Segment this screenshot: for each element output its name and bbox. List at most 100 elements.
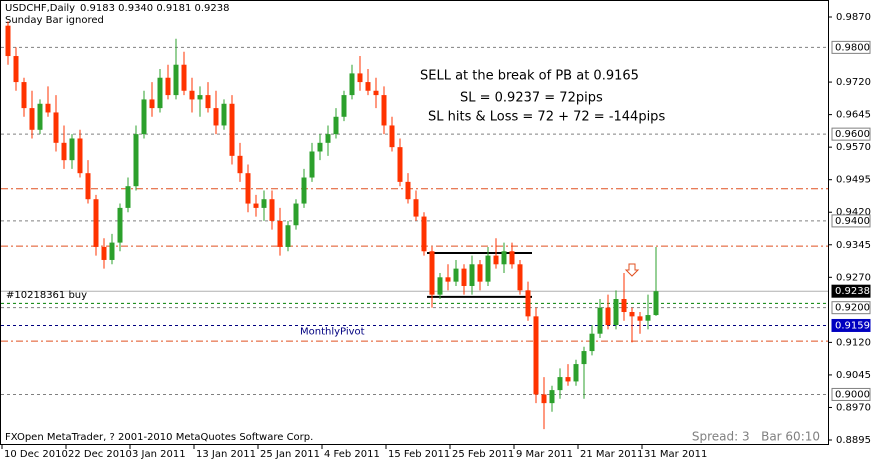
chart-title: USDCHF,Daily — [5, 3, 75, 14]
candle-body — [573, 364, 579, 382]
level-label: 0.9400 — [835, 216, 870, 227]
candle-body — [189, 90, 195, 100]
candle-body — [261, 199, 267, 208]
x-tick-label: 13 Jan 2011 — [196, 449, 256, 460]
status: Spread: 3 Bar 60:10 — [692, 430, 820, 444]
candle-body — [413, 199, 419, 217]
x-tick-label: 9 Mar 2011 — [516, 449, 573, 460]
candle-body — [205, 95, 211, 109]
level-label-box — [831, 127, 871, 141]
candle-body — [621, 299, 627, 313]
candle-body — [365, 82, 371, 91]
candle-body — [333, 116, 339, 135]
candle-body — [309, 151, 315, 178]
plot-frame — [0, 0, 829, 445]
candle-body — [181, 64, 187, 91]
level-label-box — [831, 318, 871, 332]
x-tick-label: 4 Feb 2011 — [324, 449, 380, 460]
level-label: 0.9200 — [835, 303, 870, 314]
y-tick-label: 0.9645 — [836, 110, 871, 121]
candle-body — [325, 134, 331, 143]
quote: 0.9183 0.9340 0.9181 0.9238 — [80, 3, 230, 14]
candle-body — [525, 290, 531, 317]
candle-body — [589, 333, 595, 352]
candle-body — [13, 56, 19, 83]
level-label-box — [831, 387, 871, 401]
candle-body — [445, 277, 451, 282]
candle-body — [557, 377, 563, 391]
candle-body — [117, 207, 123, 243]
level-label-box — [831, 40, 871, 54]
candle-body — [85, 173, 91, 200]
candle-body — [61, 142, 67, 161]
y-tick-label: 0.9045 — [836, 370, 871, 381]
candle-body — [5, 25, 11, 57]
candle-body — [53, 112, 59, 143]
level-label-box — [831, 301, 871, 315]
candle-body — [157, 77, 163, 109]
candle-body — [469, 264, 475, 286]
candle-body — [373, 90, 379, 96]
y-tick-label: 0.9720 — [836, 77, 871, 88]
candle-body — [477, 264, 483, 282]
y-tick-label: 0.9420 — [836, 207, 871, 218]
candle-body — [421, 216, 427, 252]
candle-body — [229, 103, 235, 156]
candle-body — [549, 390, 555, 404]
level-label-box — [831, 214, 871, 228]
candle-body — [341, 95, 347, 117]
x-tick-label: 31 Mar 2011 — [644, 449, 707, 460]
candle-body — [165, 77, 171, 96]
y-tick-label: 0.8970 — [836, 402, 871, 413]
y-tick-label: 0.9120 — [836, 337, 871, 348]
x-tick-label: 25 Jan 2011 — [260, 449, 320, 460]
candle-body — [37, 103, 43, 130]
level-label-box — [831, 284, 871, 298]
candle-body — [613, 299, 619, 326]
candle-body — [45, 103, 51, 113]
candle-body — [245, 173, 251, 204]
candle-body — [597, 307, 603, 334]
candle-body — [149, 99, 155, 109]
candle-body — [269, 199, 275, 221]
subtitle: Sunday Bar ignored — [5, 15, 104, 26]
annotation: SL hits & Loss = 72 + 72 = -144pips — [428, 110, 665, 125]
candle-body — [453, 268, 459, 282]
x-tick-label: 3 Jan 2011 — [132, 449, 186, 460]
y-tick-label: 0.9345 — [836, 240, 871, 251]
candle-body — [293, 203, 299, 226]
candle-body — [133, 134, 139, 187]
candle-body — [429, 251, 435, 295]
level-text: #10218361 buy — [6, 290, 87, 301]
annotation: SL = 0.9237 = 72pips — [460, 91, 603, 106]
level-label: 0.9159 — [835, 320, 870, 331]
candle-body — [509, 251, 515, 265]
x-tick-label: 22 Dec 2010 — [68, 449, 132, 460]
candle-body — [285, 225, 291, 247]
y-tick-label: 0.9495 — [836, 175, 871, 186]
candle-body — [493, 255, 499, 265]
y-tick-label: 0.9270 — [836, 272, 871, 283]
candle-body — [317, 142, 323, 152]
x-tick-label: 21 Mar 2011 — [580, 449, 643, 460]
candle-body — [69, 138, 75, 161]
level-label: 0.9238 — [835, 286, 870, 297]
x-tick-label: 10 Dec 2010 — [4, 449, 68, 460]
candle-body — [533, 316, 539, 395]
candle-body — [565, 377, 571, 382]
candle-body — [653, 291, 659, 316]
candle-body — [581, 351, 587, 365]
candle-body — [125, 186, 131, 208]
candle-body — [485, 255, 491, 282]
arrow-marker — [624, 263, 640, 277]
y-tick-label: 0.8895 — [836, 435, 871, 446]
level-text: MonthlyPivot — [300, 326, 365, 337]
y-tick-label: 0.9870 — [836, 12, 871, 23]
candle-body — [29, 108, 35, 130]
candle-body — [397, 147, 403, 182]
level-label: 0.9800 — [835, 42, 870, 53]
y-tick-label: 0.9570 — [836, 142, 871, 153]
annotation: SELL at the break of PB at 0.9165 — [420, 69, 639, 84]
